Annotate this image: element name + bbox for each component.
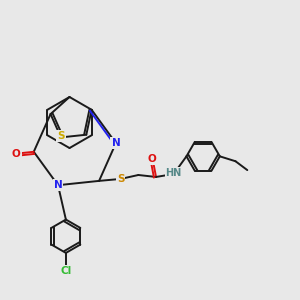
Text: Cl: Cl	[60, 266, 71, 276]
Text: S: S	[57, 131, 65, 141]
Text: N: N	[112, 138, 120, 148]
Text: N: N	[54, 180, 62, 190]
Text: S: S	[117, 174, 124, 184]
Text: O: O	[148, 154, 157, 164]
Text: O: O	[12, 148, 21, 159]
Text: HN: HN	[166, 168, 182, 178]
